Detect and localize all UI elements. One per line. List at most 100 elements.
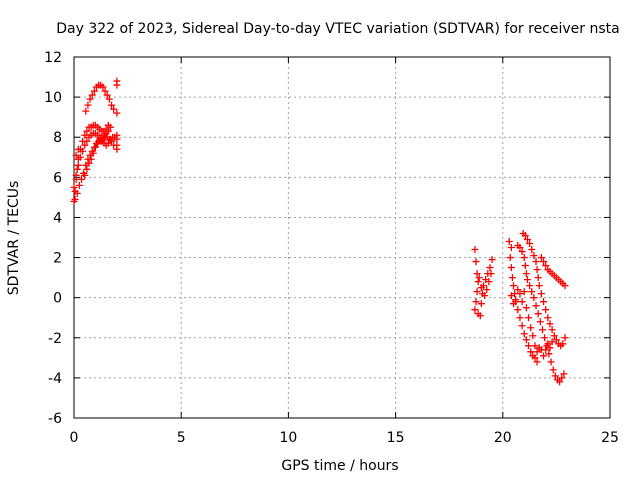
data-point <box>84 101 92 109</box>
data-point <box>523 276 531 284</box>
data-point <box>542 306 550 314</box>
data-point <box>518 322 526 330</box>
data-point <box>537 254 545 262</box>
x-tick-label: 25 <box>601 430 619 446</box>
data-point <box>488 256 496 264</box>
data-point <box>533 358 541 366</box>
data-point <box>559 340 567 348</box>
data-point <box>70 183 78 191</box>
data-point <box>83 127 91 135</box>
data-point <box>105 95 113 103</box>
data-point <box>534 310 542 318</box>
data-point <box>473 270 481 278</box>
y-tick-label: 0 <box>53 291 62 307</box>
data-point <box>546 344 554 352</box>
data-point <box>516 314 524 322</box>
data-point <box>561 334 569 342</box>
data-point <box>552 336 560 344</box>
data-point <box>530 294 538 302</box>
data-point <box>83 137 91 145</box>
x-axis-label: GPS time / hours <box>281 458 398 474</box>
data-point <box>475 274 483 282</box>
data-point <box>78 175 86 183</box>
data-point <box>81 171 89 179</box>
data-point <box>89 149 97 157</box>
data-point <box>79 147 87 155</box>
data-point <box>471 246 479 254</box>
data-point <box>561 282 569 290</box>
data-point <box>528 246 536 254</box>
data-point <box>548 338 556 346</box>
data-point <box>485 278 493 286</box>
data-point <box>531 342 539 350</box>
data-point <box>532 302 540 310</box>
data-point <box>520 330 528 338</box>
data-point <box>108 101 116 109</box>
data-point <box>477 300 485 308</box>
data-point <box>474 278 482 286</box>
data-point <box>551 372 559 380</box>
data-point <box>529 332 537 340</box>
data-point <box>113 131 121 139</box>
data-point <box>507 244 515 252</box>
data-point <box>86 95 94 103</box>
data-point <box>74 161 82 169</box>
data-point <box>83 165 91 173</box>
data-point <box>532 258 540 266</box>
data-point <box>88 91 96 99</box>
data-point <box>544 314 552 322</box>
data-point <box>510 300 518 308</box>
data-point <box>520 288 528 296</box>
data-point <box>99 83 107 91</box>
data-point <box>510 282 518 290</box>
data-point <box>527 324 535 332</box>
data-point <box>548 326 556 334</box>
data-point <box>525 342 533 350</box>
data-point <box>522 336 530 344</box>
data-point <box>522 304 530 312</box>
data-point <box>558 374 566 382</box>
x-tick-label: 15 <box>387 430 405 446</box>
axis-ticks: 0 5 10 15 20 25 -6 -4 -2 0 2 4 6 8 10 12 <box>44 50 619 446</box>
data-point <box>486 264 494 272</box>
data-point <box>516 290 524 298</box>
data-point <box>75 181 83 189</box>
data-point <box>540 352 548 360</box>
data-point <box>549 366 557 374</box>
data-point <box>81 141 89 149</box>
data-point <box>73 189 81 197</box>
data-point <box>87 155 95 163</box>
data-points <box>70 77 569 386</box>
data-point <box>113 109 121 117</box>
x-tick-label: 0 <box>70 430 79 446</box>
data-point <box>85 159 93 167</box>
y-tick-label: 4 <box>53 210 62 226</box>
data-point <box>518 298 526 306</box>
y-axis-label: SDTVAR / TECUs <box>6 181 22 296</box>
data-point <box>108 137 116 145</box>
data-point <box>545 350 553 358</box>
y-tick-label: -4 <box>48 371 62 387</box>
data-point <box>530 252 538 260</box>
data-point <box>538 326 546 334</box>
data-point <box>514 286 522 294</box>
grid-lines <box>74 57 610 418</box>
data-point <box>550 332 558 340</box>
data-point <box>505 238 513 246</box>
data-point <box>103 91 111 99</box>
data-point <box>113 145 121 153</box>
y-tick-label: 6 <box>53 170 62 186</box>
data-point <box>516 244 524 252</box>
data-point <box>472 258 480 266</box>
data-point <box>106 123 114 131</box>
data-point <box>74 145 82 153</box>
y-tick-label: -6 <box>48 411 62 427</box>
data-point <box>72 151 80 159</box>
data-point <box>533 348 541 356</box>
data-point <box>507 292 515 300</box>
x-tick-label: 10 <box>279 430 297 446</box>
data-point <box>113 81 121 89</box>
data-point <box>540 298 548 306</box>
data-point <box>481 292 489 300</box>
